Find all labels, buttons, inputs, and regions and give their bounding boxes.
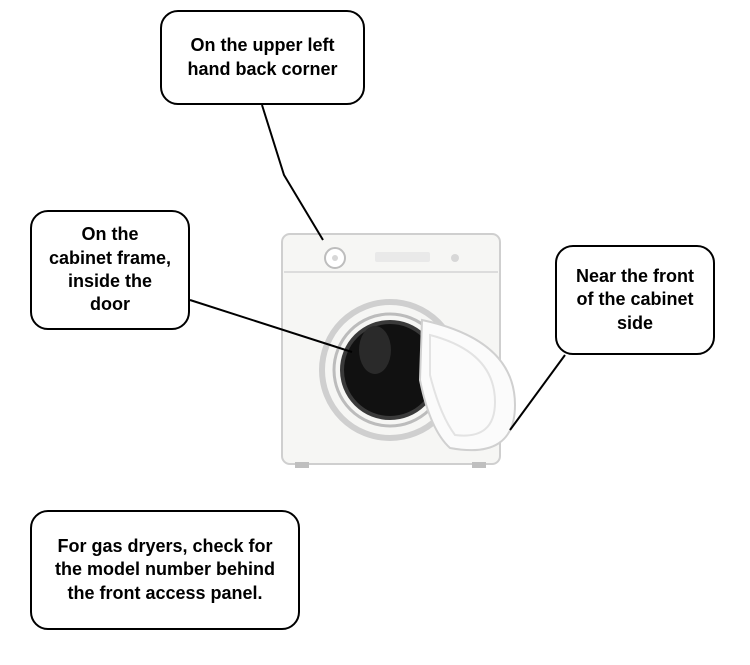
callout-cabinet-frame-inside-door: On the cabinet frame, inside the door: [30, 210, 190, 330]
dryer-illustration: [280, 230, 520, 470]
callout-gas-dryers-access-panel: For gas dryers, check for the model numb…: [30, 510, 300, 630]
callout-upper-left-back: On the upper left hand back corner: [160, 10, 365, 105]
callout-front-cabinet-side: Near the front of the cabinet side: [555, 245, 715, 355]
